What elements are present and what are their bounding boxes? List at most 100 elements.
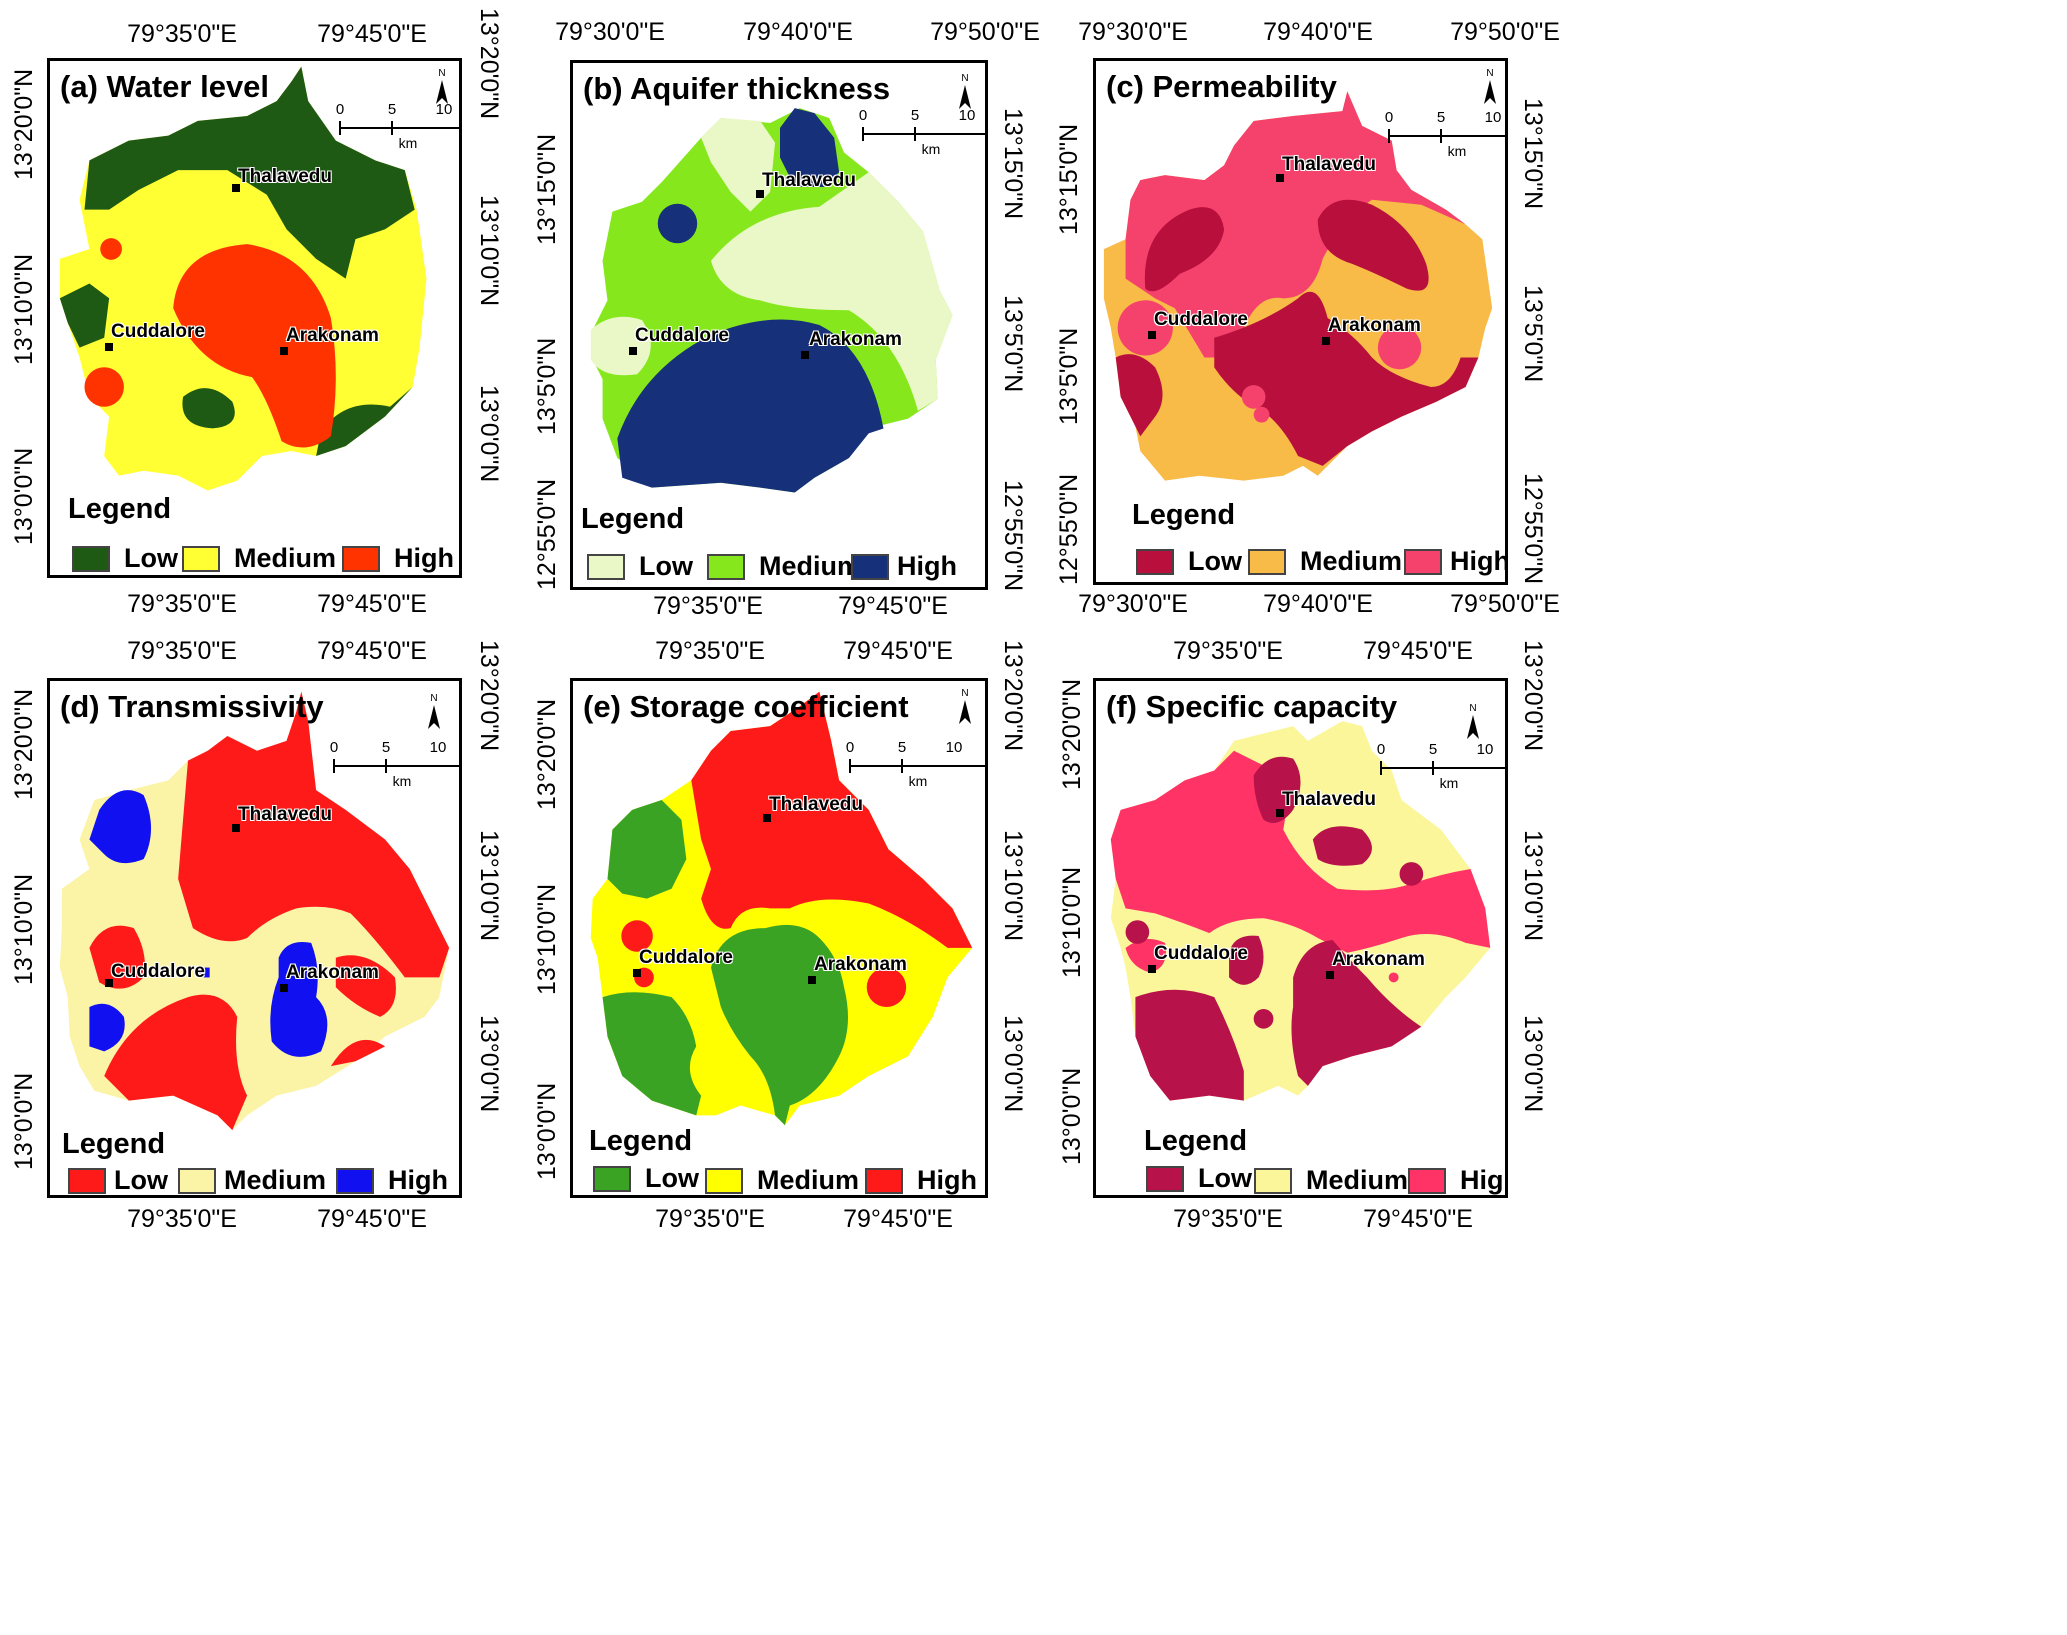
tick-left: 13°15'0"N	[533, 133, 561, 245]
region-low-north	[178, 691, 450, 978]
region-low-southwest	[182, 388, 235, 429]
panel-title: (d) Transmissivity	[60, 689, 324, 724]
map-water-level	[59, 66, 427, 491]
map-permeability	[1103, 91, 1493, 481]
tick-bottom: 79°45'0"E	[838, 592, 948, 620]
region-low-southeast	[330, 1039, 386, 1067]
tick-top: 79°35'0"E	[127, 20, 237, 48]
svg-text:N: N	[1469, 703, 1476, 714]
tick-left: 13°10'0"N	[533, 883, 561, 995]
panel-title: (a) Water level	[60, 69, 270, 104]
panel-title: (e) Storage coefficient	[583, 689, 909, 724]
panel-title: (b) Aquifer thickness	[583, 71, 891, 106]
map-frame-transmissivity: (d) Transmissivity N 0 5 10 km Thalavedu C…	[47, 678, 462, 1198]
svg-text:N: N	[430, 693, 437, 704]
legend-item-high: High	[851, 551, 957, 582]
tick-top: 79°45'0"E	[317, 637, 427, 665]
tick-top: 79°40'0"E	[1263, 18, 1373, 46]
tick-right: 13°10'0"N	[999, 830, 1027, 942]
region-low-north	[84, 66, 415, 279]
tick-left: 13°10'0"N	[10, 873, 38, 985]
tick-left: 13°0'0"N	[533, 1082, 561, 1180]
legend-item-high: High	[1404, 546, 1505, 577]
region-high-center	[270, 941, 328, 1057]
tick-top: 79°45'0"E	[1363, 637, 1473, 665]
tick-left: 13°0'0"N	[1058, 1067, 1086, 1165]
region-high-northwest	[89, 790, 152, 864]
tick-top: 79°40'0"E	[743, 18, 853, 46]
map-specific-capacity	[1110, 721, 1491, 1101]
tick-top: 79°45'0"E	[317, 20, 427, 48]
region-low-east-spot	[1399, 862, 1424, 886]
tick-bottom: 79°50'0"E	[1450, 590, 1560, 618]
tick-left: 13°20'0"N	[10, 688, 38, 800]
tick-bottom: 79°45'0"E	[843, 1205, 953, 1233]
tick-top: 79°45'0"E	[843, 637, 953, 665]
tick-right: 13°5'0"N	[1519, 285, 1547, 383]
tick-top: 79°50'0"E	[930, 18, 1040, 46]
map-frame-permeability: (c) Permeability N 0 5 10 km Thalavedu Cud…	[1093, 58, 1508, 585]
legend-title: Legend	[1144, 1125, 1248, 1157]
region-low-east	[335, 955, 396, 1017]
tick-left: 13°10'0"N	[10, 253, 38, 365]
scale-bar: 0 5 10 km	[324, 739, 459, 799]
tick-right: 13°10'0"N	[475, 830, 503, 942]
scale-bar: 0 5 10 km	[1371, 741, 1505, 801]
scale-bar: 0 5 10 km	[1379, 109, 1505, 169]
tick-left: 13°5'0"N	[533, 337, 561, 435]
region-high-main	[1110, 750, 1491, 953]
region-low-west	[590, 316, 651, 376]
tick-bottom: 79°35'0"E	[1173, 1205, 1283, 1233]
region-low-northwest-spot	[1125, 920, 1150, 944]
tick-bottom: 79°45'0"E	[317, 590, 427, 618]
scale-bar: 0 5 10 km	[840, 739, 985, 799]
tick-right: 13°0'0"N	[475, 385, 503, 483]
north-arrow-icon: N	[422, 691, 446, 735]
tick-left: 12°55'0"N	[1055, 473, 1083, 585]
north-arrow-icon: N	[430, 66, 454, 110]
tick-right: 13°20'0"N	[1519, 640, 1547, 752]
tick-left: 13°20'0"N	[533, 698, 561, 810]
region-high-south	[1241, 385, 1266, 409]
tick-right: 13°5'0"N	[999, 295, 1027, 393]
legend-title: Legend	[1132, 499, 1236, 531]
tick-right: 13°10'0"N	[475, 195, 503, 307]
tick-right: 12°55'0"N	[999, 480, 1027, 592]
tick-top: 79°50'0"E	[1450, 18, 1560, 46]
legend-item-medium: Medium	[178, 1165, 326, 1195]
tick-bottom: 79°40'0"E	[1263, 590, 1373, 618]
region-low-north	[1253, 756, 1301, 824]
legend-item-medium: Medium	[707, 551, 861, 582]
legend-item-low: Low	[593, 1163, 699, 1194]
legend-title: Legend	[62, 1128, 166, 1160]
svg-text:N: N	[961, 688, 968, 699]
tick-right: 13°20'0"N	[475, 8, 503, 120]
region-high-east	[1377, 325, 1422, 370]
region-low-south	[1135, 989, 1244, 1101]
tick-right: 13°15'0"N	[1519, 98, 1547, 210]
region-low-west	[89, 925, 145, 989]
region-low-north	[701, 118, 776, 212]
tick-bottom: 79°45'0"E	[317, 1205, 427, 1233]
region-low-northeast	[1312, 826, 1372, 866]
legend-item-medium: Medium	[1248, 546, 1402, 577]
region-low-south	[104, 994, 248, 1131]
region-high-south-small	[1253, 406, 1270, 423]
tick-right: 12°55'0"N	[1519, 473, 1547, 585]
region-low-west	[1115, 354, 1163, 437]
region-high-west-spot	[1125, 938, 1166, 973]
map-storage-coefficient	[590, 691, 973, 1126]
svg-text:N: N	[1486, 68, 1493, 79]
tick-left: 13°15'0"N	[1055, 123, 1083, 235]
legend-item-high: High	[865, 1165, 977, 1195]
legend-item-low: Low	[587, 551, 693, 582]
region-high-north	[1125, 91, 1466, 358]
legend-item-medium: Medium	[182, 543, 336, 574]
tick-right: 13°20'0"N	[999, 640, 1027, 752]
region-high-center	[173, 244, 336, 448]
svg-text:N: N	[961, 73, 968, 84]
region-low-northeast	[710, 172, 953, 411]
map-frame-aquifer-thickness: (b) Aquifer thickness N 0 5 10 km Thalaved…	[570, 60, 988, 590]
region-high-east	[866, 967, 907, 1007]
map-frame-water-level: (a) Water level N 0 5 10 km Thalavedu Cudd…	[47, 58, 462, 578]
